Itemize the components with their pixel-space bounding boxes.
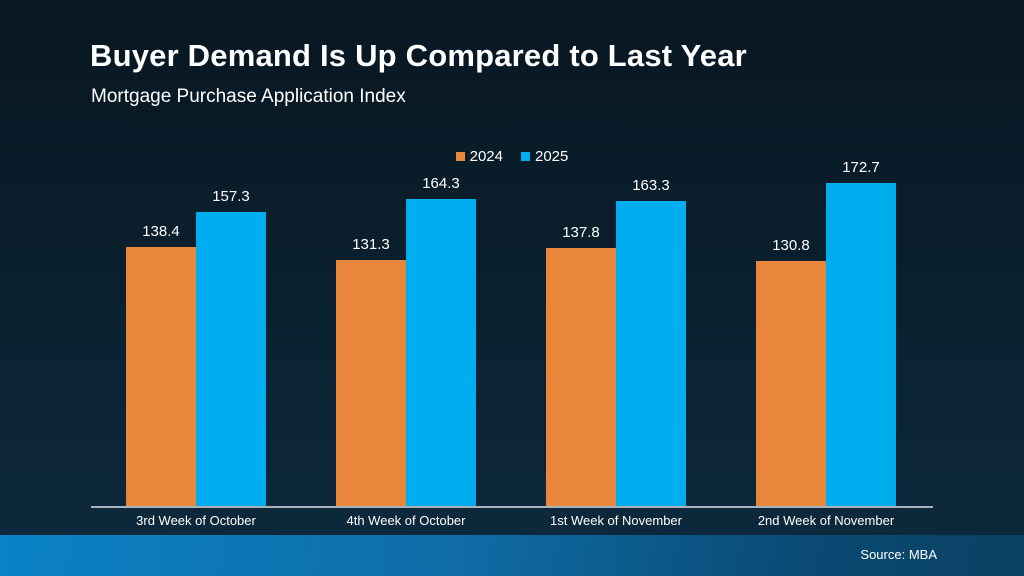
- bar-value-label: 172.7: [842, 159, 880, 176]
- bar-2024-3: [756, 261, 826, 506]
- bar-value-label: 137.8: [562, 224, 600, 241]
- category-label-3: 2nd Week of November: [757, 513, 895, 528]
- chart-legend: 2024 2025: [0, 148, 1024, 165]
- legend-label: 2024: [469, 148, 503, 165]
- bar-2025-3: [826, 183, 896, 506]
- bar-wrap-2025-1: 164.3: [406, 175, 476, 506]
- bar-wrap-2025-2: 163.3: [616, 177, 686, 506]
- x-axis-line: [91, 506, 933, 508]
- bar-2025-1: [406, 199, 476, 506]
- legend-item-2024: 2024: [455, 148, 503, 165]
- bar-value-label: 157.3: [212, 188, 250, 205]
- bar-value-label: 138.4: [142, 223, 180, 240]
- bar-wrap-2024-2: 137.8: [546, 224, 616, 506]
- bar-group-3: 130.8 172.7: [721, 159, 931, 506]
- legend-label: 2025: [535, 148, 569, 165]
- page-title: Buyer Demand Is Up Compared to Last Year: [90, 38, 747, 73]
- legend-swatch-2025: [521, 152, 530, 161]
- bar-wrap-2025-3: 172.7: [826, 159, 896, 506]
- legend-item-2025: 2025: [521, 148, 568, 165]
- bar-2024-2: [546, 248, 616, 506]
- chart-subtitle: Mortgage Purchase Application Index: [91, 86, 406, 107]
- bar-2024-0: [126, 247, 196, 506]
- bar-2025-2: [616, 201, 686, 506]
- legend-swatch-2024: [455, 152, 465, 161]
- x-axis-labels: 3rd Week of October 4th Week of October 1s…: [91, 513, 931, 528]
- bar-group-1: 131.3 164.3: [301, 175, 511, 506]
- source-label: Source: MBA: [860, 547, 937, 562]
- bar-value-label: 130.8: [772, 237, 810, 254]
- bar-wrap-2025-0: 157.3: [196, 188, 266, 506]
- bar-group-2: 137.8 163.3: [511, 177, 721, 506]
- plot-area: 138.4 157.3 131.3 164.3 137.8 163.3 130.8 172.7: [91, 159, 931, 506]
- bar-value-label: 164.3: [422, 175, 460, 192]
- footer-band: Source: MBA: [0, 535, 1024, 576]
- bar-wrap-2024-1: 131.3: [336, 236, 406, 506]
- bar-wrap-2024-3: 130.8: [756, 237, 826, 506]
- category-label-2: 1st Week of November: [550, 513, 682, 528]
- bar-wrap-2024-0: 138.4: [126, 223, 196, 506]
- category-label-1: 4th Week of October: [346, 513, 466, 528]
- category-label-0: 3rd Week of October: [136, 513, 256, 528]
- bar-value-label: 131.3: [352, 236, 390, 253]
- bar-2024-1: [336, 260, 406, 506]
- bar-group-0: 138.4 157.3: [91, 188, 301, 506]
- bar-value-label: 163.3: [632, 177, 670, 194]
- bar-2025-0: [196, 212, 266, 506]
